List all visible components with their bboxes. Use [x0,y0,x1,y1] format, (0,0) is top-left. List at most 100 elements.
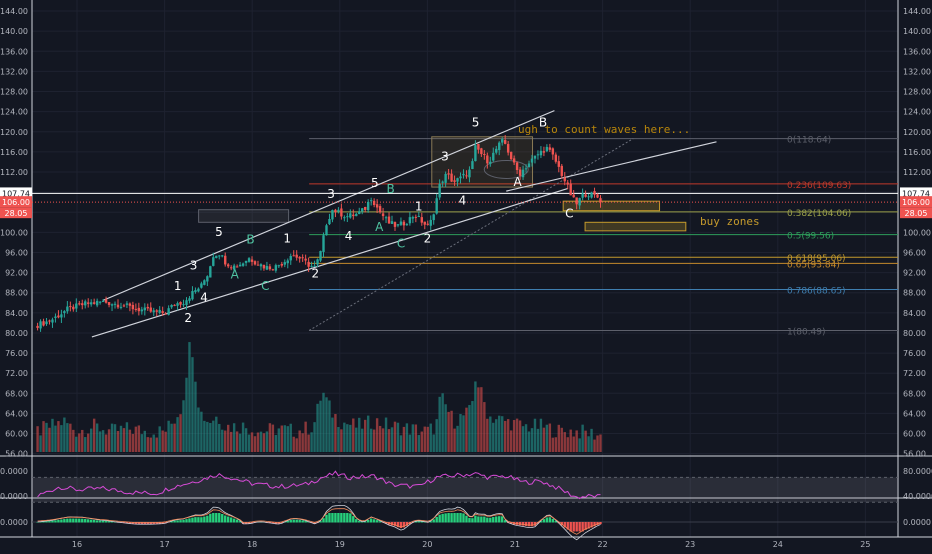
candle-body-123 [402,221,406,226]
wave-label-19[interactable]: 4 [459,194,467,208]
candle-body-137 [444,173,447,183]
volume-bar-150 [483,402,486,452]
right-tick-17: 76.00 [903,349,926,358]
wave-label-10[interactable]: 3 [327,187,335,201]
macd-hist-113 [372,519,376,523]
zone-boxes[interactable] [198,136,687,232]
wave-label-23[interactable]: C [565,206,573,220]
volume-bar-176 [560,427,563,452]
wave-label-6[interactable]: B [246,232,254,246]
right-tick-5: 124.00 [903,108,931,117]
wave-label-3[interactable]: 4 [200,290,208,304]
macd-hist-21 [98,520,102,523]
macd-hist-50 [185,519,188,523]
volume-bar-5 [51,418,54,452]
volume-bar-6 [54,425,57,452]
volume-bar-88 [298,430,301,452]
candle-body-146 [471,161,474,170]
macd-hist-183 [581,522,584,532]
rsi-right-tick-0: 80.0000 [903,467,932,476]
macd-hist-6 [54,520,57,523]
left-tick-3: 132.00 [0,67,28,76]
candle-body-179 [569,183,572,196]
candle-body-35 [140,309,144,312]
volume-bar-33 [134,426,138,452]
volume-bar-136 [441,393,444,452]
consolidation-box[interactable] [198,209,290,223]
wave-label-1[interactable]: 2 [184,311,192,325]
macd-hist-40 [155,522,158,524]
wave-note-text[interactable]: ugh to count waves here... [518,123,690,136]
macd-hist-30 [125,522,129,524]
volume-bar-147 [474,381,477,452]
macd-hist-84 [286,520,289,523]
left-tick-13: 92.00 [5,269,28,278]
macd-hist-49 [182,519,185,523]
candle-body-115 [378,206,382,213]
left-price-axis[interactable]: 144.00 140.00 136.00 132.00 128.00 124.00 120.… [0,7,32,527]
macd-hist-61 [218,513,221,523]
wave-label-22[interactable]: B [539,116,547,130]
fib-retracement[interactable]: 0(118.64) 0.236(109.63) 0.382(104.06) 0.5(9… [308,136,898,338]
fib-trend-line [308,138,634,331]
volume-bar-15 [81,429,84,452]
candle-body-166 [530,158,534,163]
wave-label-12[interactable]: 5 [371,176,379,190]
volume-bar-142 [459,414,462,452]
wave-label-15[interactable]: 1 [415,200,423,214]
volume-bar-183 [581,424,584,452]
wave-label-11[interactable]: 4 [345,229,353,243]
buy-zones-label[interactable]: buy zones [700,215,760,228]
right-tag-sub: 28.05 [905,209,928,218]
volume-bar-95 [319,400,322,452]
wave-label-17[interactable]: 2 [424,231,432,245]
volume-bar-133 [432,434,435,452]
wave-label-14[interactable]: A [375,220,384,234]
trend-channels[interactable] [32,110,898,338]
wave-label-0[interactable]: 1 [174,279,182,293]
wave-label-20[interactable]: 5 [472,116,480,130]
wave-label-18[interactable]: 3 [441,149,449,163]
wave-label-8[interactable]: 1 [283,231,291,245]
wave-label-7[interactable]: C [261,279,269,293]
macd-hist-9 [63,519,66,523]
wave-label-16[interactable]: C [397,236,405,250]
volume-bar-117 [384,417,388,452]
candle-body-91 [307,261,310,267]
right-price-axis[interactable]: 144.00 140.00 136.00 132.00 128.00 124.00 120.… [900,7,932,527]
candle-body-69 [241,263,245,266]
wave-label-21[interactable]: A [514,175,523,189]
channel-lower[interactable] [91,188,568,338]
candle-body-90 [304,258,307,261]
volume-bar-94 [316,403,319,452]
candle-body-15 [81,303,84,306]
wave-label-9[interactable]: 2 [311,267,319,281]
macd-hist-172 [548,517,552,523]
macd-hist-10 [66,518,69,523]
wave-label-13[interactable]: B [386,182,394,196]
candle-body-101 [337,209,340,212]
channel-right[interactable] [506,141,717,192]
channel-upper[interactable] [103,110,555,301]
buy-zone-upper[interactable] [562,200,661,212]
candle-body-176 [560,165,563,176]
buy-zone-lower[interactable] [584,221,687,232]
volume-bar-50 [185,377,188,452]
macd-hist-1 [39,521,42,523]
candle-body-182 [578,198,581,206]
candle-body-44 [167,308,170,315]
time-axis[interactable]: 16 17 18 19 20 21 22 23 24 25 [72,540,871,549]
candle-body-19 [92,302,96,304]
wave-label-2[interactable]: 3 [190,259,198,273]
macd-hist-154 [495,516,498,523]
wave-label-4[interactable]: 5 [215,225,223,239]
candle-body-61 [218,255,221,257]
macd-hist-19 [92,520,96,523]
wave-label-5[interactable]: A [231,268,240,282]
volume-bar-85 [289,423,292,452]
candle-body-125 [408,217,412,224]
annotations[interactable]: ugh to count waves here... buy zones [518,123,760,228]
volume-bar-181 [575,430,578,452]
